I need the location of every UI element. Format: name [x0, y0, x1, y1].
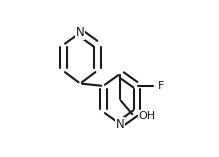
Text: F: F	[158, 81, 164, 91]
Text: N: N	[76, 26, 85, 39]
Text: N: N	[116, 117, 124, 130]
Text: OH: OH	[139, 111, 156, 121]
